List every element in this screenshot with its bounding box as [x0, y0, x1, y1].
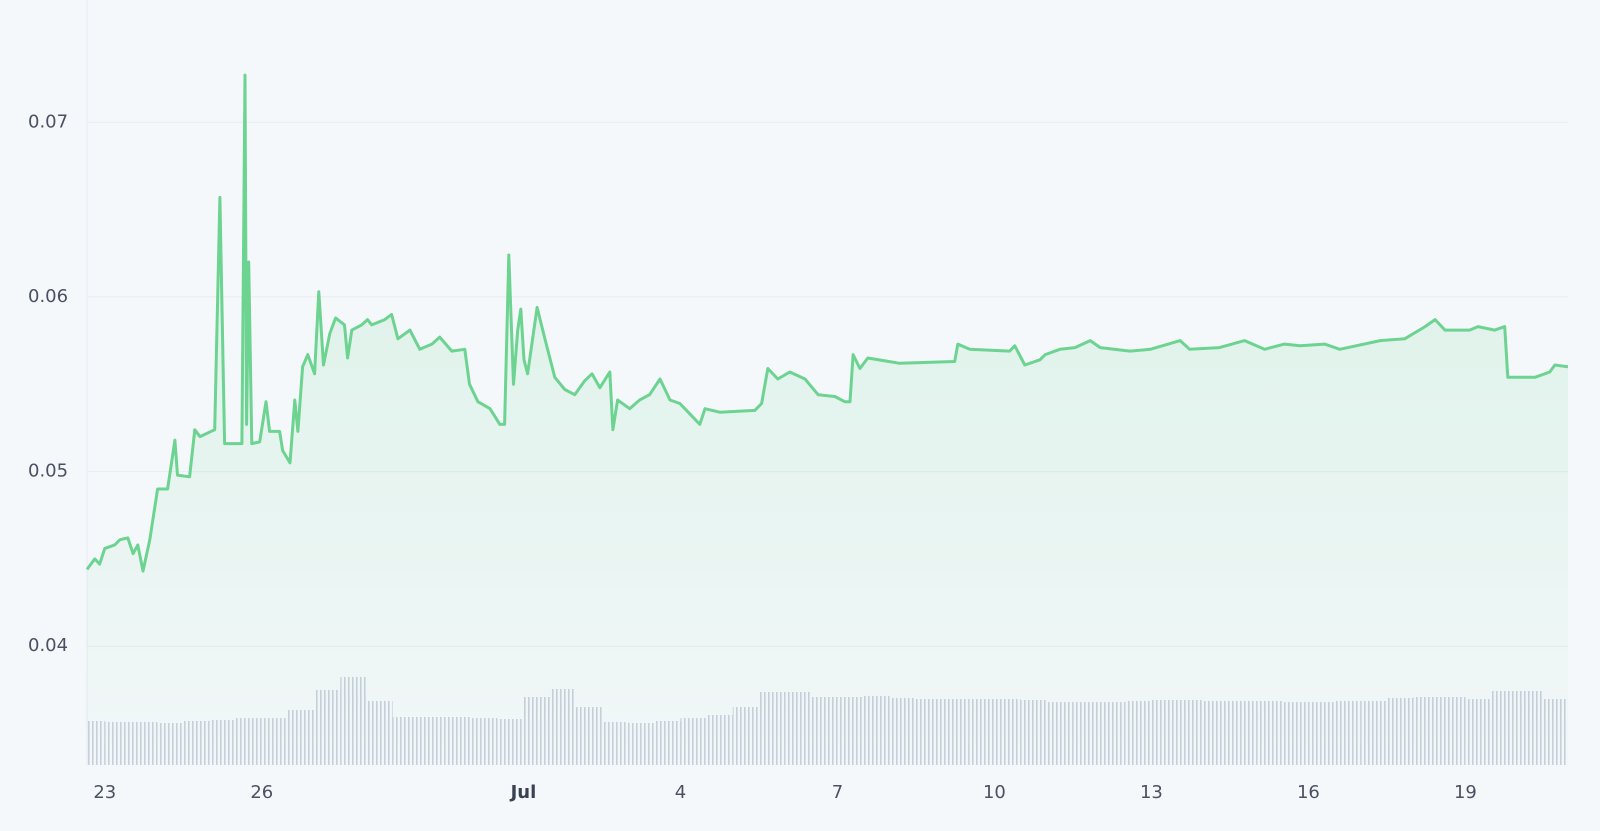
- y-tick-label: 0.05: [28, 461, 68, 482]
- y-tick-label: 0.06: [28, 286, 68, 307]
- x-tick-label: Jul: [509, 782, 537, 803]
- y-tick-label: 0.04: [28, 635, 68, 656]
- x-tick-label: 19: [1454, 782, 1477, 803]
- price-line: [85, 73, 1569, 573]
- x-tick-label: 7: [832, 782, 843, 803]
- y-tick-label: 0.07: [28, 111, 68, 132]
- x-tick-label: 16: [1297, 782, 1320, 803]
- x-tick-label: 26: [250, 782, 273, 803]
- area-fill: [87, 75, 1568, 766]
- x-tick-label: 23: [93, 782, 116, 803]
- x-tick-label: 10: [983, 782, 1006, 803]
- x-tick-label: 13: [1140, 782, 1163, 803]
- x-tick-label: 4: [675, 782, 686, 803]
